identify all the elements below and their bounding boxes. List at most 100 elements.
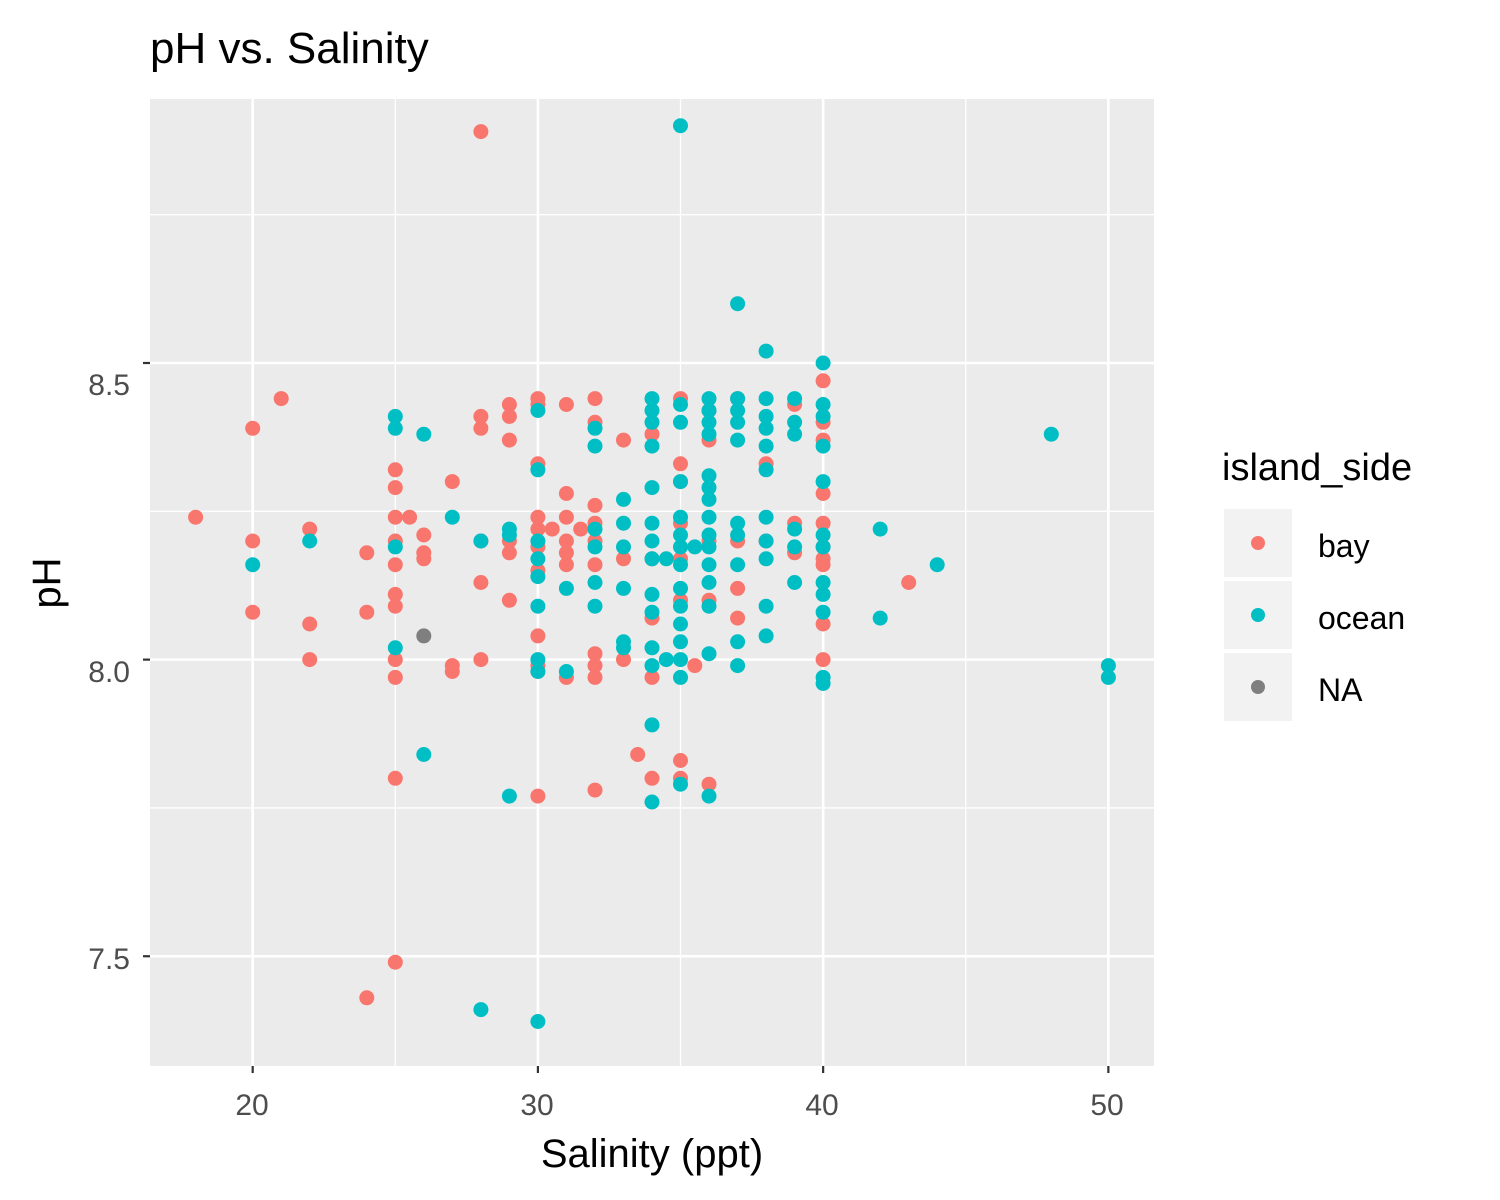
point-bay	[473, 408, 489, 424]
point-bay	[387, 480, 403, 496]
point-bay	[616, 432, 631, 448]
point-bay	[387, 509, 403, 525]
point-bay	[815, 557, 831, 573]
point-ocean	[416, 747, 432, 762]
point-bay	[416, 551, 432, 567]
legend-label-na: NA	[1318, 672, 1363, 708]
x-axis-title: Salinity (ppt)	[541, 1132, 763, 1176]
point-bay	[815, 373, 831, 389]
point-bay	[815, 616, 831, 632]
point-ocean	[701, 480, 717, 496]
point-bay	[587, 391, 603, 407]
point-ocean	[815, 575, 831, 590]
point-ocean	[701, 646, 717, 662]
point-bay	[587, 669, 603, 685]
point-ocean	[701, 598, 717, 614]
point-ocean	[730, 296, 746, 312]
point-ocean	[558, 664, 574, 679]
point-ocean	[673, 580, 688, 596]
point-ocean	[658, 652, 674, 668]
point-ocean	[673, 539, 688, 555]
point-bay	[644, 426, 660, 442]
point-ocean	[815, 408, 831, 424]
point-ocean	[658, 551, 674, 567]
point-ocean	[587, 575, 603, 590]
point-ocean	[815, 604, 831, 620]
point-ocean	[587, 539, 603, 555]
point-ocean	[644, 794, 660, 810]
point-ocean	[787, 391, 803, 407]
point-ocean	[587, 521, 603, 537]
point-bay	[473, 652, 489, 668]
point-ocean	[558, 580, 574, 596]
point-bay	[473, 575, 489, 590]
point-ocean	[730, 658, 746, 674]
point-bay	[730, 580, 746, 596]
point-ocean	[701, 468, 717, 484]
point-ocean	[701, 527, 717, 543]
point-ocean	[673, 474, 688, 490]
point-bay	[359, 990, 375, 1006]
legend: island_side bay ocean NA	[1222, 447, 1412, 721]
point-ocean	[701, 414, 717, 430]
point-bay	[501, 545, 517, 561]
point-bay	[815, 486, 831, 501]
point-bay	[558, 557, 574, 573]
point-ocean	[758, 533, 774, 549]
point-ocean	[815, 438, 831, 454]
point-bay	[544, 521, 560, 537]
point-ocean	[929, 557, 945, 573]
point-ocean	[530, 652, 546, 668]
y-tick-label-7-5: 7.5	[88, 943, 130, 976]
point-bay	[302, 616, 318, 632]
point-ocean	[730, 515, 746, 531]
legend-marker-na	[1251, 680, 1265, 694]
point-bay	[530, 509, 546, 525]
point-bay	[387, 954, 403, 970]
legend-item-ocean: ocean	[1224, 581, 1405, 649]
point-bay	[273, 391, 289, 407]
point-bay	[815, 652, 831, 668]
point-ocean	[758, 420, 774, 436]
point-bay	[673, 753, 688, 768]
point-bay	[359, 604, 375, 620]
point-ocean	[473, 533, 489, 549]
point-bay	[901, 575, 917, 590]
legend-marker-bay	[1251, 536, 1265, 550]
point-ocean	[616, 580, 631, 596]
y-tick-label-8-5: 8.5	[88, 369, 130, 402]
y-axis-title: pH	[25, 557, 69, 608]
point-ocean	[644, 403, 660, 418]
point-bay	[402, 509, 418, 525]
point-bay	[387, 586, 403, 602]
x-axis: 20 30 40 50	[235, 1066, 1124, 1122]
point-ocean	[758, 343, 774, 359]
point-bay	[245, 604, 261, 620]
point-ocean	[616, 539, 631, 555]
point-ocean	[758, 598, 774, 614]
point-ocean	[730, 414, 746, 430]
x-tick-label-30: 30	[520, 1089, 553, 1122]
x-tick-label-50: 50	[1090, 1089, 1123, 1122]
legend-item-na: NA	[1224, 653, 1363, 721]
data-points	[188, 118, 1116, 1029]
point-bay	[473, 124, 489, 140]
point-ocean	[673, 598, 688, 614]
legend-item-bay: bay	[1224, 509, 1370, 577]
plot-panel	[150, 99, 1154, 1066]
point-na	[416, 628, 432, 644]
point-bay	[245, 533, 261, 549]
point-bay	[302, 521, 318, 537]
point-ocean	[644, 515, 660, 531]
point-ocean	[701, 557, 717, 573]
point-ocean	[1100, 658, 1116, 674]
point-bay	[558, 509, 574, 525]
point-ocean	[587, 438, 603, 454]
point-ocean	[787, 414, 803, 430]
point-ocean	[730, 557, 746, 573]
point-ocean	[530, 533, 546, 549]
point-bay	[644, 770, 660, 786]
point-bay	[587, 497, 603, 513]
point-ocean	[730, 634, 746, 650]
point-bay	[558, 397, 574, 412]
